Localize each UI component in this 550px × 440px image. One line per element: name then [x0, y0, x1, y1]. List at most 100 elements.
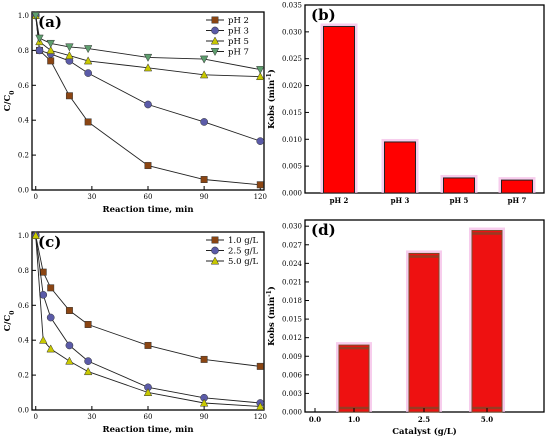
data-point [144, 162, 152, 170]
data-point [83, 45, 93, 54]
y-tick-label: 0.2 [18, 152, 29, 160]
x-tick-label: 5.0 [481, 415, 493, 424]
data-point [65, 356, 74, 365]
data-point [256, 362, 264, 370]
legend-marker [211, 246, 219, 255]
panel-tag: (a) [38, 13, 62, 31]
y-axis-label: Kobs (min-1) [266, 286, 278, 346]
x-tick-label: 120 [254, 193, 267, 201]
data-point [144, 100, 152, 109]
y-tick-label: 0.8 [18, 267, 29, 275]
bar [443, 177, 475, 194]
y-tick-label: 0.003 [282, 390, 302, 398]
y-axis-label-text: C/C [3, 95, 13, 112]
x-tick-label: 1.0 [348, 415, 360, 424]
y-tick-label: 0.025 [282, 55, 302, 63]
legend-marker [210, 36, 220, 45]
data-point [46, 45, 55, 54]
y-tick-label: 0.000 [282, 409, 302, 417]
data-point [65, 51, 74, 60]
y-tick-label: 1.0 [18, 12, 29, 20]
data-point [256, 72, 265, 81]
data-point [39, 290, 48, 299]
bar [338, 344, 370, 413]
y-axis-label-text: C/C [3, 315, 13, 332]
panel-tag: (b) [311, 6, 336, 24]
legend-label: pH 3 [228, 27, 249, 37]
data-point [83, 367, 93, 376]
legend-marker [210, 48, 220, 57]
y-axis-label: C/C0 [3, 91, 16, 112]
data-point [35, 46, 44, 55]
data-point [256, 181, 264, 189]
data-point [35, 34, 44, 43]
data-point [144, 341, 152, 349]
legend-marker [210, 256, 220, 265]
bar [471, 230, 503, 413]
series-line-3 [35, 235, 261, 407]
data-point [47, 284, 55, 292]
legend-label: pH 5 [228, 37, 249, 47]
series-line-2 [35, 15, 261, 142]
data-point [65, 92, 73, 100]
x-tick-label: 0 [34, 413, 38, 421]
y-tick-label: 0.0 [18, 407, 29, 415]
y-axis-label-text: Kobs (min [266, 80, 277, 129]
legend-marker [211, 236, 219, 244]
y-tick-label: 0.0 [18, 187, 29, 195]
y-tick-label: 0.018 [282, 297, 302, 305]
x-tick-label: 0 [34, 193, 38, 201]
data-point [256, 137, 265, 145]
bar [323, 25, 355, 194]
legend-label: pH 2 [228, 16, 249, 26]
data-point [46, 313, 55, 322]
y-axis-label: C/C0 [3, 311, 16, 332]
panel-tag: (d) [311, 221, 336, 239]
x-tick-label: 60 [144, 413, 153, 421]
data-point [256, 401, 265, 410]
y-tick-label: 0.005 [282, 163, 302, 171]
legend-label: pH 7 [228, 48, 249, 58]
data-point [143, 63, 153, 72]
y-tick-label: 0.009 [282, 353, 302, 361]
x-axis-label: Catalyst (g/L) [392, 426, 457, 437]
bar [501, 179, 533, 194]
y-tick-label: 0.021 [282, 278, 302, 286]
y-tick-label: 0.012 [282, 334, 302, 342]
data-point [200, 118, 208, 126]
legend-label: 5.0 g/L [228, 257, 259, 267]
series-line-1 [35, 15, 261, 186]
data-point [200, 176, 208, 183]
data-point [200, 355, 208, 363]
x-tick-label: 2.5 [418, 415, 430, 424]
data-point [256, 66, 265, 75]
data-point [84, 321, 92, 328]
data-point [143, 53, 153, 62]
data-point [199, 55, 209, 64]
data-point [199, 70, 209, 79]
x-tick-label: 60 [144, 193, 153, 201]
y-tick-label: 0.010 [282, 136, 302, 144]
bar-panel-d: 0.000 0.003 0.006 0.009 0.012 0.015 0.018 0.021… [266, 219, 545, 437]
bar-panel-b: 0.000 0.005 0.010 0.015 0.020 0.025 0.030 0.035… [266, 2, 545, 205]
y-tick-label: 0.015 [282, 316, 302, 324]
line-panel-a: 0 30 60 90 120 0.0 0.2 0.4 0.6 0.8 1.0 Reaction tim… [3, 10, 267, 215]
x-tick-label: 90 [200, 193, 209, 201]
x-axis-label: Reaction time, min [103, 425, 194, 435]
x-tick-label: pH 7 [508, 196, 527, 205]
x-tick-label: pH 3 [391, 196, 410, 205]
data-point [46, 344, 55, 353]
y-tick-label: 0.024 [282, 260, 303, 268]
legend-marker [211, 26, 219, 35]
legend-label: 1.0 g/L [228, 236, 259, 246]
data-point [84, 69, 92, 77]
bar [408, 252, 440, 413]
legend-marker [211, 16, 219, 24]
data-point [143, 388, 153, 396]
data-point [65, 341, 74, 350]
y-tick-label: 0.6 [18, 82, 30, 90]
x-tick-label: 30 [87, 413, 96, 421]
panel-tag: (c) [38, 233, 61, 251]
y-axis-label-text: Kobs (min [266, 297, 277, 346]
x-tick-label: 0.0 [309, 415, 321, 424]
